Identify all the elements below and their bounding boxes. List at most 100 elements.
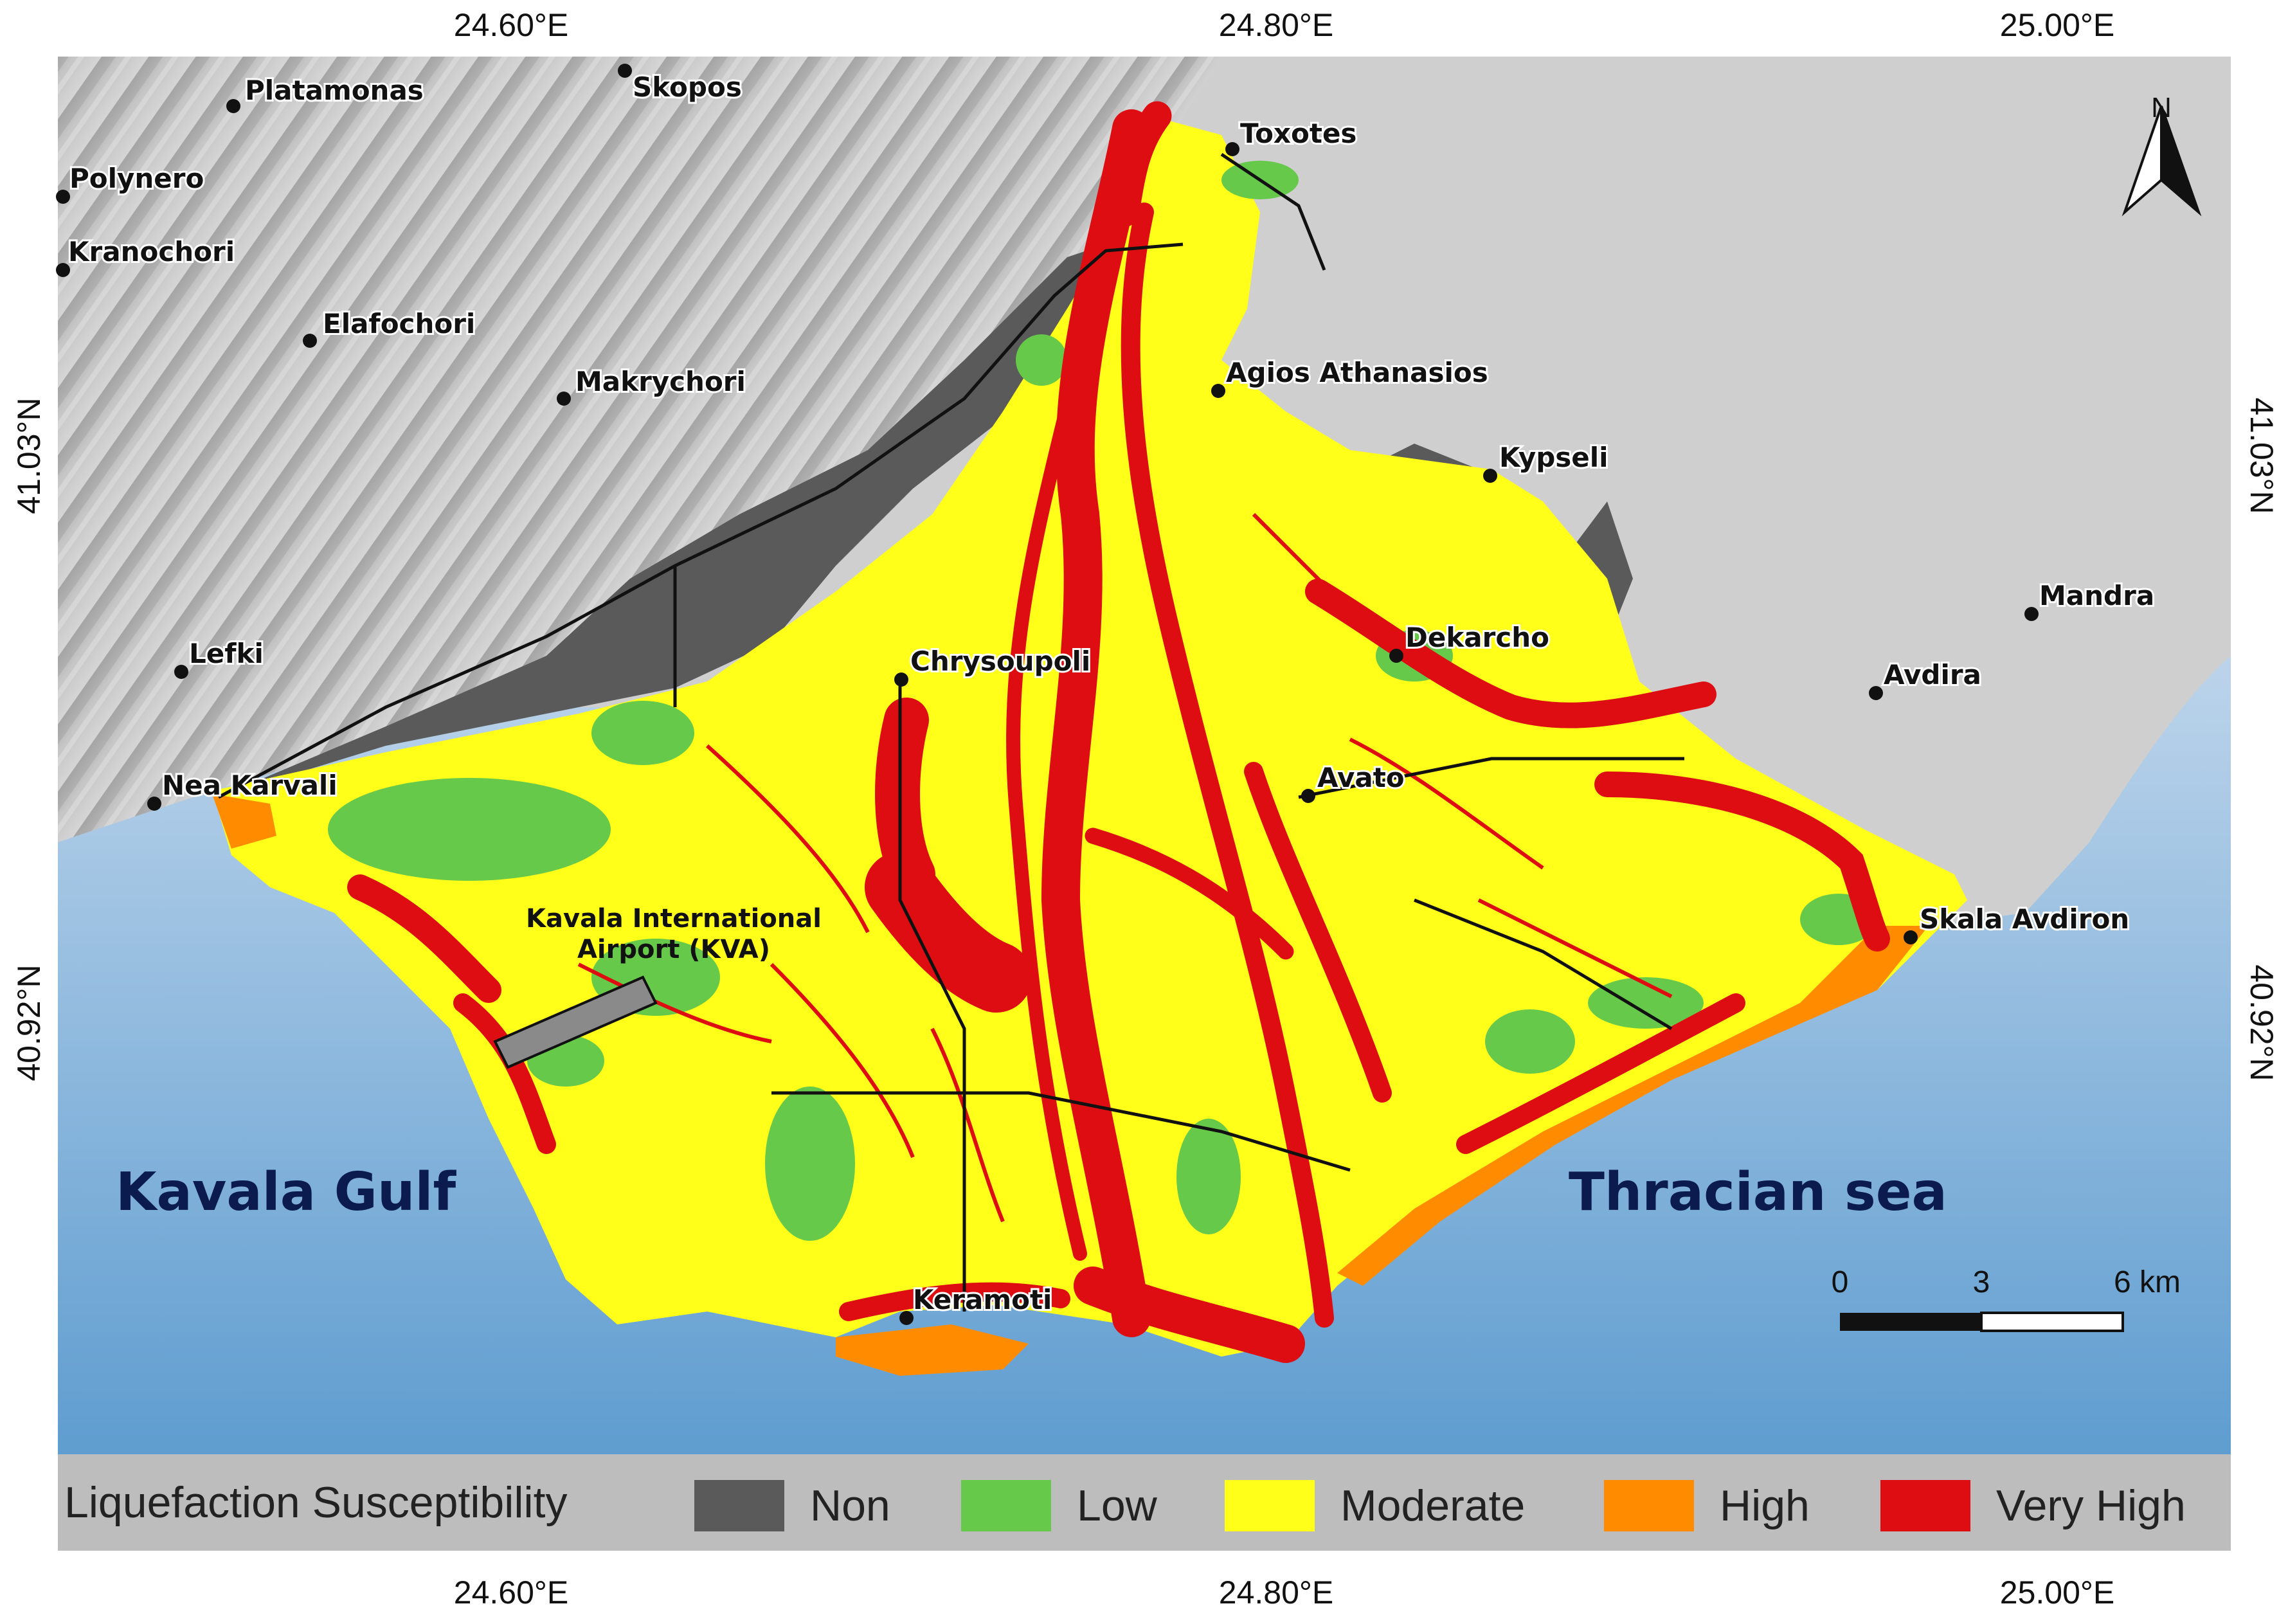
place-dot-icon: [56, 190, 70, 204]
place-dot-icon: [56, 263, 70, 277]
place-label: Platamonas: [245, 75, 424, 106]
place-label: Chrysoupoli: [910, 645, 1090, 677]
place-label: Toxotes: [1240, 118, 1356, 149]
place-polynero: Polynero: [56, 161, 206, 204]
place-keramoti: Keramoti: [899, 1282, 1054, 1325]
scale-bar: 0 3 6 km: [1832, 1265, 2181, 1332]
place-dot-icon: [174, 665, 188, 679]
lon-label-top-2: 24.80°E: [1218, 7, 1334, 43]
place-label: Dekarcho: [1405, 622, 1549, 653]
place-dot-icon: [303, 334, 317, 348]
airport-label-line2: Airport (KVA): [577, 935, 770, 964]
place-elafochori: Elafochori: [303, 306, 477, 348]
place-label: Makrychori: [575, 366, 746, 397]
road-network: [217, 152, 1684, 1312]
legend-item-very-high: Very High: [1880, 1480, 2186, 1531]
north-arrow-label: N: [2151, 92, 2172, 123]
legend-item-non: Non: [694, 1480, 890, 1531]
place-dot-icon: [618, 64, 632, 78]
place-kypseli: Kypseli: [1483, 440, 1610, 483]
lon-label-bottom-3: 25.00°E: [1999, 1574, 2115, 1610]
place-avato: Avato: [1301, 760, 1407, 803]
legend-swatch-non: [694, 1480, 784, 1531]
lon-label-top-3: 25.00°E: [1999, 7, 2115, 43]
legend-swatch-low: [961, 1480, 1051, 1531]
place-makrychori: Makrychori: [557, 364, 748, 406]
places-layer: Platamonas Skopos Toxotes Polynero Kranochor…: [56, 64, 2156, 1325]
place-label: Lefki: [189, 638, 264, 669]
place-label: Keramoti: [913, 1284, 1052, 1315]
place-kranochori: Kranochori: [56, 234, 237, 277]
place-label: Agios Athanasios: [1226, 357, 1488, 388]
airport-label-line1: Kavala International: [526, 904, 822, 934]
place-toxotes: Toxotes: [1225, 116, 1358, 156]
place-label: Nea Karvali: [162, 770, 338, 801]
scale-tick-6: 6 km: [2114, 1265, 2181, 1299]
place-label: Kypseli: [1499, 442, 1608, 473]
place-nea-karvali: Nea Karvali: [147, 768, 339, 811]
lat-label-left-2: 40.92°N: [11, 964, 47, 1081]
place-dot-icon: [226, 99, 240, 113]
place-label: Skala Avdiron: [1920, 903, 2129, 935]
place-label: Mandra: [2039, 580, 2154, 611]
legend-label-moderate: Moderate: [1340, 1481, 1526, 1530]
place-skopos: Skopos: [618, 64, 744, 105]
place-dot-icon: [1904, 930, 1918, 944]
place-dot-icon: [1869, 686, 1883, 700]
legend-label-low: Low: [1077, 1481, 1157, 1530]
zone-non: [219, 244, 1119, 797]
north-arrow-icon: N: [2121, 92, 2202, 217]
place-dot-icon: [899, 1311, 914, 1325]
place-label: Kranochori: [68, 236, 235, 267]
legend-label-non: Non: [810, 1481, 890, 1530]
legend-swatch-high: [1604, 1480, 1694, 1531]
place-dekarcho: Dekarcho: [1389, 620, 1551, 663]
place-label: Skopos: [633, 71, 742, 103]
place-lefki: Lefki: [174, 636, 266, 679]
legend-item-high: High: [1604, 1480, 1810, 1531]
scale-tick-0: 0: [1832, 1265, 1849, 1299]
place-dot-icon: [1389, 649, 1403, 663]
legend-label-very-high: Very High: [1996, 1481, 2186, 1530]
place-dot-icon: [1211, 384, 1225, 398]
lon-label-bottom-2: 24.80°E: [1218, 1574, 1334, 1610]
lat-label-right-1: 41.03°N: [2244, 397, 2280, 514]
place-dot-icon: [1225, 142, 1239, 156]
mountain-relief: [58, 57, 1221, 842]
legend-item-low: Low: [961, 1480, 1157, 1531]
zone-very-high-fine-channels: [577, 512, 1673, 1223]
lon-label-bottom-1: 24.60°E: [453, 1574, 569, 1610]
place-dot-icon: [557, 392, 571, 406]
lat-label-right-2: 40.92°N: [2244, 964, 2280, 1081]
place-dot-icon: [147, 797, 161, 811]
legend-item-moderate: Moderate: [1225, 1480, 1525, 1531]
legend-swatch-moderate: [1225, 1480, 1315, 1531]
lat-label-left-1: 41.03°N: [11, 397, 47, 514]
place-avdira: Avdira: [1869, 657, 1983, 700]
place-dot-icon: [894, 672, 908, 687]
place-dot-icon: [2024, 607, 2039, 621]
place-skala-avdiron: Skala Avdiron: [1904, 901, 2131, 944]
lon-label-top-1: 24.60°E: [453, 7, 569, 43]
place-label: Avato: [1317, 762, 1405, 793]
place-agios-athanasios: Agios Athanasios: [1211, 355, 1490, 398]
zone-very-high: [347, 101, 1890, 1363]
sea-label-kavala-gulf: Kavala Gulf: [116, 1162, 456, 1223]
place-dot-icon: [1483, 469, 1497, 483]
place-platamonas: Platamonas: [226, 73, 426, 113]
legend-title: Liquefaction Susceptibility: [64, 1478, 568, 1527]
zone-high: [212, 794, 1929, 1376]
scale-tick-3: 3: [1973, 1265, 1990, 1299]
legend-label-high: High: [1720, 1481, 1810, 1530]
place-dot-icon: [1301, 789, 1315, 803]
sea-label-thracian-sea: Thracian sea: [1569, 1162, 1947, 1223]
place-chrysoupoli: Chrysoupoli: [894, 644, 1092, 687]
airport-runway: [493, 975, 658, 1069]
place-label: Polynero: [69, 163, 204, 194]
place-label: Avdira: [1884, 659, 1981, 690]
place-label: Elafochori: [323, 308, 475, 339]
legend-swatch-very-high: [1880, 1480, 1970, 1531]
legend: Liquefaction Susceptibility Non Low Mode…: [58, 1454, 2231, 1551]
